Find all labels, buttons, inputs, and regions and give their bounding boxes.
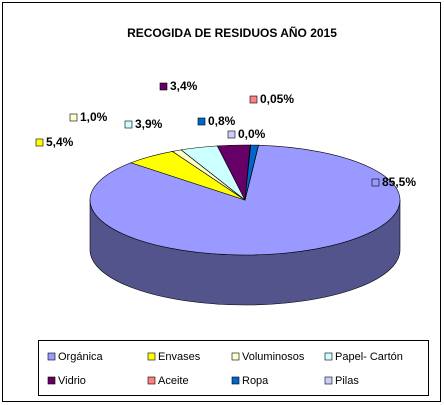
data-label: 85,5% [382, 175, 416, 189]
legend-box [38, 340, 429, 396]
label-swatch [159, 82, 168, 91]
data-label: 5,4% [46, 135, 74, 149]
data-label: 0,05% [260, 92, 294, 106]
label-swatch [197, 117, 206, 126]
legend-swatch [147, 352, 156, 361]
pie-slice [244, 145, 259, 201]
legend-label: Voluminosos [242, 351, 305, 363]
legend-label: Pilas [335, 375, 359, 387]
legend-label: Vidrio [58, 375, 86, 387]
legend-swatch [47, 352, 56, 361]
legend-label: Papel- Cartón [335, 351, 403, 363]
data-label: 0,8% [208, 114, 236, 128]
legend-label: Envases [158, 351, 201, 363]
legend-label: Orgánica [58, 351, 104, 363]
data-label: 0,0% [238, 127, 266, 141]
label-swatch [35, 138, 44, 147]
data-label: 1,0% [80, 110, 108, 124]
legend-label: Aceite [158, 375, 189, 387]
label-swatch [69, 113, 78, 122]
legend-label: Ropa [242, 375, 269, 387]
legend-swatch [147, 376, 156, 385]
data-label: 3,9% [135, 117, 163, 131]
legend-swatch [324, 352, 333, 361]
chart-title: RECOGIDA DE RESIDUOS AÑO 2015 [127, 25, 337, 40]
data-label: 3,4% [170, 79, 198, 93]
label-swatch [124, 120, 133, 129]
label-swatch [371, 178, 380, 187]
label-swatch [249, 95, 258, 104]
legend-swatch [324, 376, 333, 385]
label-swatch [227, 130, 236, 139]
legend-swatch [231, 376, 240, 385]
legend-swatch [231, 352, 240, 361]
legend-swatch [47, 376, 56, 385]
